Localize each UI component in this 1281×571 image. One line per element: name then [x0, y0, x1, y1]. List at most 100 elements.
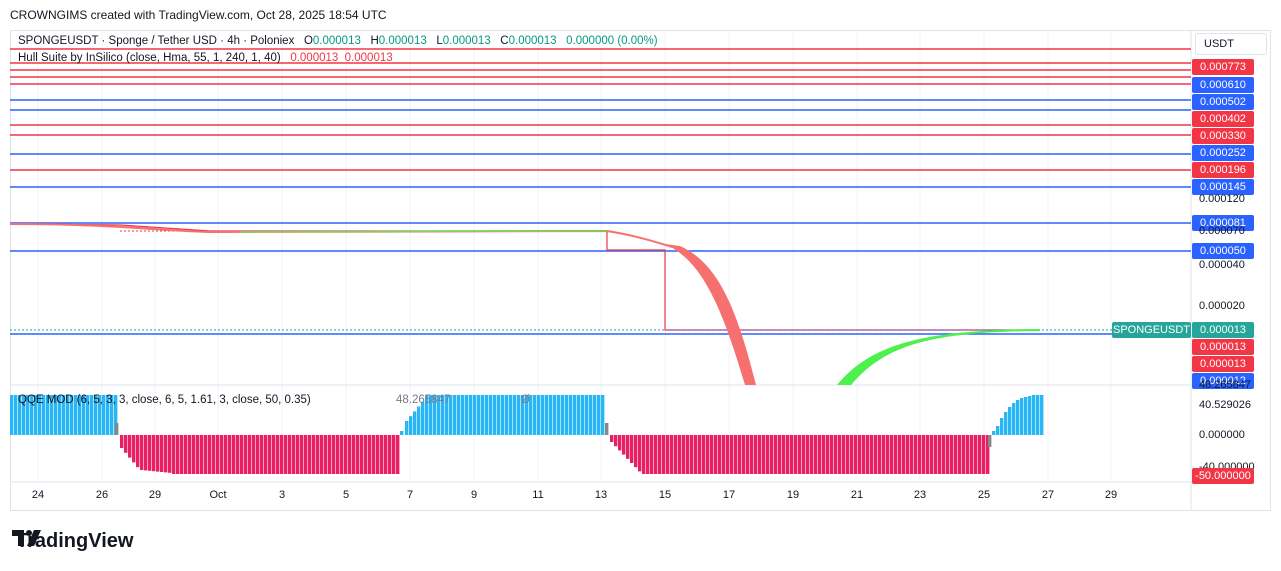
qqe-bar — [866, 435, 870, 474]
qqe-bar — [384, 435, 388, 474]
qqe-bar — [284, 435, 288, 474]
qqe-bar — [914, 435, 918, 474]
qqe-bar — [441, 395, 445, 435]
qqe-bar — [950, 435, 954, 474]
qqe-bar — [557, 395, 561, 435]
qqe-bar — [942, 435, 946, 474]
qqe-bar — [818, 435, 822, 474]
qqe-bar — [1028, 396, 1032, 435]
hull-red-drop — [665, 244, 756, 385]
time-tick: Oct — [209, 489, 227, 501]
qqe-bar — [220, 435, 224, 474]
qqe-bar — [453, 395, 457, 435]
qqe-bar — [176, 435, 180, 474]
time-tick: 21 — [850, 489, 864, 501]
qqe-bar — [938, 435, 942, 474]
qqe-bar — [686, 435, 690, 474]
qqe-bar — [742, 435, 746, 474]
qqe-bar — [388, 435, 392, 474]
currency-selector[interactable]: USDT — [1195, 33, 1267, 55]
qqe-bar — [505, 395, 509, 435]
qqe-bar — [200, 435, 204, 474]
qqe-bar — [814, 435, 818, 474]
qqe-bar — [946, 435, 950, 474]
qqe-bar — [1000, 418, 1004, 435]
qqe-bar — [874, 435, 878, 474]
change-value: 0.000000 (0.00%) — [566, 35, 658, 47]
qqe-bar — [110, 395, 114, 435]
qqe-bar — [272, 435, 276, 474]
qqe-bar — [986, 435, 990, 474]
qqe-bar — [252, 435, 256, 474]
qqe-bar — [561, 395, 565, 435]
price-tick: 0.000040 — [1199, 259, 1245, 271]
qqe-bar — [870, 435, 874, 474]
qqe-bar — [114, 395, 118, 435]
qqe-bar — [260, 435, 264, 474]
qqe-bar — [589, 395, 593, 435]
qqe-bar — [106, 395, 110, 435]
qqe-bar — [898, 435, 902, 474]
qqe-bar — [1016, 400, 1020, 435]
tradingview-logo[interactable]: TradingView — [12, 530, 133, 553]
qqe-bar — [714, 435, 718, 474]
low-label: L — [436, 35, 443, 47]
qqe-tick-mid: 40.529026 — [1199, 399, 1251, 411]
qqe-bar — [256, 435, 260, 474]
qqe-bar — [501, 395, 505, 435]
qqe-bar — [650, 435, 654, 474]
qqe-bar — [276, 435, 280, 474]
qqe-bar — [545, 395, 549, 435]
qqe-bar — [372, 435, 376, 474]
price-level-label: 0.000252 — [1192, 145, 1254, 161]
qqe-bar — [132, 435, 136, 463]
close-label: C — [500, 35, 509, 47]
qqe-bar — [926, 435, 930, 474]
qqe-bar — [597, 395, 601, 435]
qqe-bar — [10, 395, 14, 435]
qqe-bar — [521, 395, 525, 435]
qqe-bar — [144, 435, 148, 471]
qqe-bar — [762, 435, 766, 474]
qqe-bar — [894, 435, 898, 474]
qqe-bar — [569, 395, 573, 435]
qqe-bar — [958, 435, 962, 474]
qqe-bar — [380, 435, 384, 474]
qqe-bar — [14, 395, 18, 435]
qqe-bar — [886, 435, 890, 474]
qqe-bar — [810, 435, 814, 474]
qqe-bar — [409, 416, 413, 435]
qqe-bar — [746, 435, 750, 474]
qqe-bar — [204, 435, 208, 474]
qqe-bar — [1004, 412, 1008, 435]
qqe-bar — [549, 395, 553, 435]
qqe-bar — [46, 395, 50, 435]
qqe-bar — [658, 435, 662, 474]
qqe-bar — [102, 395, 106, 435]
qqe-bar — [316, 435, 320, 474]
low-value: 0.000013 — [442, 35, 491, 47]
qqe-bar — [336, 435, 340, 474]
chart-frame[interactable] — [10, 30, 1271, 511]
qqe-bar — [300, 435, 304, 474]
qqe-info: QQE MOD (6, 5, 3, 3, close, 6, 5, 1.61, … — [18, 394, 311, 406]
high-value: 0.000013 — [378, 35, 427, 47]
qqe-bar — [280, 435, 284, 474]
hull-green-flat — [239, 230, 608, 233]
qqe-bar — [98, 395, 102, 435]
qqe-legend: QQE MOD (6, 5, 3, 3, close, 6, 5, 1.61, … — [18, 394, 530, 406]
qqe-bar — [248, 435, 252, 474]
qqe-bar — [136, 435, 140, 468]
qqe-bar — [236, 435, 240, 474]
qqe-bar — [581, 395, 585, 435]
qqe-bar — [449, 395, 453, 435]
qqe-bar — [30, 395, 34, 435]
qqe-bar — [493, 395, 497, 435]
qqe-bar — [312, 435, 316, 474]
qqe-bar — [128, 435, 132, 458]
qqe-histogram — [10, 395, 1044, 474]
qqe-bar — [196, 435, 200, 474]
qqe-bar — [376, 435, 380, 474]
hull-value-2: 0.000013 — [344, 52, 393, 64]
